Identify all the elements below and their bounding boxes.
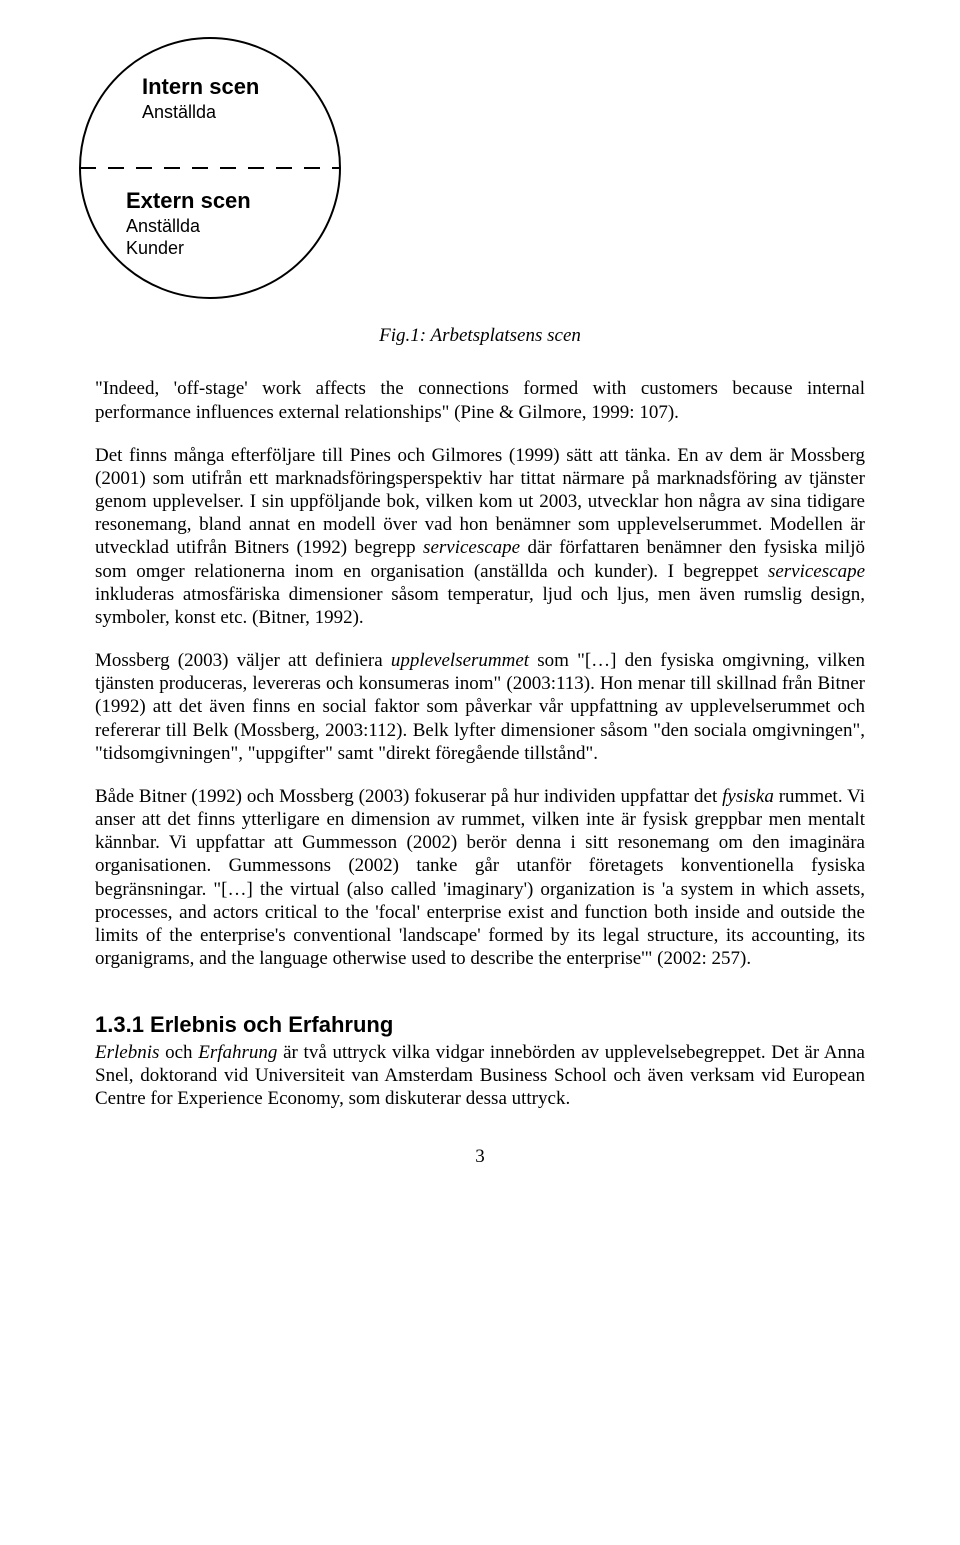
diagram-top-sub1: Anställda <box>142 102 217 122</box>
p4-a: Både Bitner (1992) och Mossberg (2003) f… <box>95 786 722 807</box>
diagram-bottom-sub1: Anställda <box>126 216 201 236</box>
diagram-top-title: Intern scen <box>142 74 259 99</box>
section-heading-erlebnis: 1.3.1 Erlebnis och Erfahrung <box>95 1012 865 1039</box>
p4-b: rummet. Vi anser att det finns ytterliga… <box>95 786 865 969</box>
paragraph-quote-1: "Indeed, 'off-stage' work affects the co… <box>95 377 865 423</box>
figure-caption: Fig.1: Arbetsplatsens scen <box>95 324 865 347</box>
diagram-bottom-title: Extern scen <box>126 188 251 213</box>
page-number: 3 <box>95 1145 865 1168</box>
p2-term-servicescape-1: servicescape <box>423 537 520 558</box>
p3-term-upplevelserummet: upplevelserummet <box>391 650 529 671</box>
page: Intern scen Anställda Extern scen Anstäl… <box>0 0 960 1208</box>
p2-term-servicescape-2: servicescape <box>768 561 865 582</box>
paragraph-2: Det finns många efterföljare till Pines … <box>95 444 865 629</box>
paragraph-4: Både Bitner (1992) och Mossberg (2003) f… <box>95 785 865 970</box>
p5-a: och <box>159 1042 198 1063</box>
p5-term-erfahrung: Erfahrung <box>198 1042 277 1063</box>
p4-term-fysiska: fysiska <box>722 786 774 807</box>
paragraph-3: Mossberg (2003) väljer att definiera upp… <box>95 649 865 765</box>
scene-diagram: Intern scen Anställda Extern scen Anstäl… <box>70 28 350 314</box>
p5-term-erlebnis: Erlebnis <box>95 1042 159 1063</box>
p2-c: inkluderas atmosfäriska dimensioner såso… <box>95 584 865 628</box>
diagram-svg: Intern scen Anställda Extern scen Anstäl… <box>70 28 350 308</box>
p3-a: Mossberg (2003) väljer att definiera <box>95 650 391 671</box>
diagram-bottom-sub2: Kunder <box>126 238 184 258</box>
paragraph-5: Erlebnis och Erfahrung är två uttryck vi… <box>95 1041 865 1111</box>
